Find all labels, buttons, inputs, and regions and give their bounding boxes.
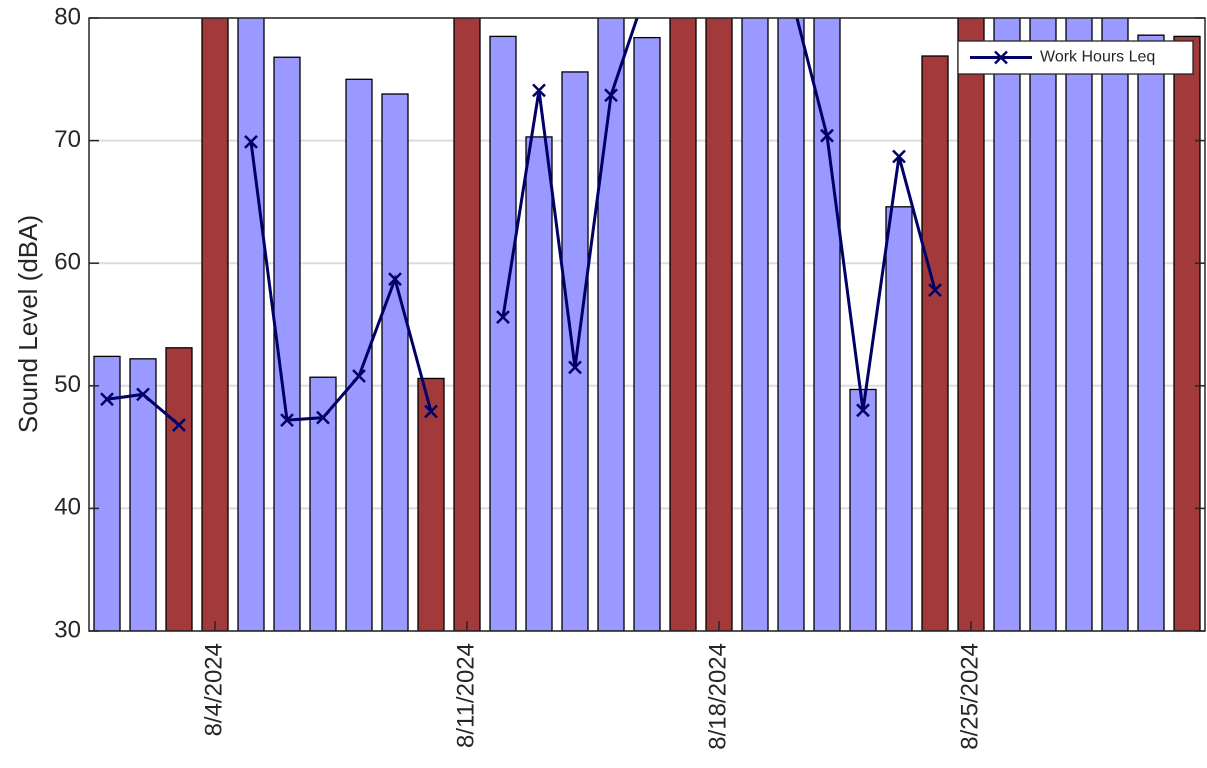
marker — [856, 403, 870, 418]
bar — [1065, 18, 1093, 631]
bar — [633, 36, 661, 631]
bar — [849, 388, 877, 631]
marker — [424, 404, 438, 419]
bar — [453, 18, 481, 631]
legend-label: Work Hours Leq — [1040, 49, 1155, 66]
bar — [813, 18, 841, 631]
bar — [489, 35, 517, 631]
marker — [785, 0, 797, 1]
marker — [280, 413, 294, 428]
x-tick-label: 8/18/2024 — [704, 643, 731, 750]
bar — [705, 18, 733, 631]
bar — [669, 18, 697, 631]
x-tick-label: 8/25/2024 — [956, 643, 983, 750]
bar — [273, 56, 301, 631]
y-tick-label: 80 — [54, 3, 81, 30]
bar — [921, 55, 949, 631]
bar — [1101, 18, 1129, 631]
axes-box — [88, 17, 1206, 632]
marker — [820, 128, 834, 143]
bar — [93, 355, 121, 631]
x-tick-label: 8/4/2024 — [200, 643, 227, 736]
marker — [994, 50, 1008, 65]
x-tick-label: 8/11/2024 — [452, 643, 479, 748]
bar — [993, 18, 1021, 631]
bar — [561, 71, 589, 631]
bar — [957, 18, 985, 631]
bar — [885, 206, 913, 631]
bar — [129, 358, 157, 631]
bar — [741, 18, 769, 631]
y-tick-label: 40 — [54, 494, 81, 521]
marker — [388, 272, 402, 287]
bar — [1137, 34, 1165, 631]
y-tick-label: 30 — [54, 616, 81, 643]
marker — [496, 310, 510, 325]
marker — [892, 149, 906, 164]
marker — [568, 360, 582, 375]
bar — [201, 18, 229, 631]
marker — [316, 410, 330, 425]
y-tick-label: 60 — [54, 249, 81, 276]
marker — [928, 283, 942, 298]
marker — [100, 392, 114, 407]
bar — [777, 18, 805, 631]
bar — [525, 136, 553, 631]
bar — [381, 93, 409, 631]
bar — [1029, 18, 1057, 631]
marker — [532, 83, 546, 98]
bar — [417, 377, 445, 631]
bar — [237, 18, 265, 631]
marker — [136, 387, 150, 402]
bar — [309, 376, 337, 631]
marker — [604, 88, 618, 103]
marker — [352, 369, 366, 383]
y-tick-label: 70 — [54, 126, 81, 153]
y-tick-label: 50 — [54, 371, 81, 398]
bar — [1173, 35, 1201, 631]
marker — [172, 418, 186, 432]
marker — [244, 134, 258, 149]
y-axis-label: Sound Level (dBA) — [13, 215, 43, 433]
bar — [165, 347, 193, 631]
line — [106, 18, 937, 427]
